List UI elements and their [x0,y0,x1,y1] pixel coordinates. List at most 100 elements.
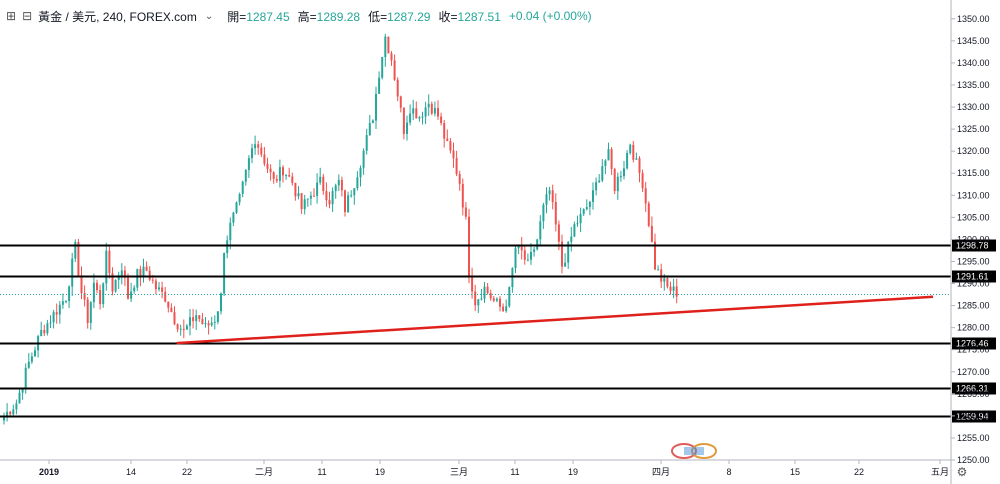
trendline[interactable] [176,295,934,345]
symbol-title[interactable]: 黃金 / 美元, 240, FOREX.com [38,9,197,24]
candle [598,174,601,183]
candle [30,352,33,364]
level-label-bg [952,410,996,423]
candle-body [303,199,306,210]
candle [71,252,74,296]
time-axis[interactable]: 2019 14 22 二月 11 19 三月 11 19 四月 8 15 22 五月 [39,460,949,477]
candle-body [114,279,117,292]
x-tick-label: 11 [317,467,326,477]
candle-body [520,245,523,251]
candle-body [356,177,359,189]
candle [306,198,309,207]
y-tick-label: 1305.00 [957,212,990,222]
x-tick-label: 19 [375,467,385,477]
candle [601,159,604,183]
candle-body [567,241,570,263]
candle [474,284,477,312]
low-value: 1287.29 [387,9,431,24]
y-tick-label: 1295.00 [957,256,990,266]
candle [319,167,322,185]
candle [387,36,390,54]
horizontal-levels[interactable]: 1298.78 1291.61 1276.46 1266.31 1259.94 [0,239,996,423]
candle [142,258,145,283]
candle-body [49,322,52,324]
candle [483,282,486,303]
candle [471,267,474,299]
candle-body [189,317,191,326]
level-label: 1259.94 [956,412,989,422]
candle-body [185,325,188,330]
symbol-legend: ⊞ ⊟ 黃金 / 美元, 240, FOREX.com ⌄ 開=1287.45 … [6,6,592,26]
candle-body [650,225,653,242]
candle-body [545,194,548,205]
candle [523,246,526,265]
candle-body [198,315,201,319]
chevron-down-icon[interactable]: ⌄ [204,10,214,22]
candle [421,111,424,125]
candle-body [154,280,157,290]
candle [418,115,421,122]
candle [313,188,315,197]
candle [570,226,573,252]
candle [114,279,117,293]
candle-body [105,250,108,284]
level-label: 1298.78 [956,241,989,251]
expand-icon[interactable]: ⊞ [6,9,17,23]
candle [511,267,514,293]
candle [362,148,365,175]
candle [384,33,387,67]
candle-body [123,270,126,278]
candle-body [446,138,449,142]
candle [257,140,260,155]
candle [12,404,15,417]
candle-body [347,195,350,213]
candle [585,199,588,211]
candle-body [672,286,675,291]
candle [83,285,86,307]
candle-body [384,36,387,58]
candle-body [328,200,331,205]
candle [120,263,123,285]
candle-body [142,266,145,277]
candle [136,268,139,292]
candle [251,143,253,164]
candle [309,191,312,206]
candle [486,282,489,295]
candle-body [257,144,260,148]
candle [238,192,241,206]
candle [130,282,133,303]
candle-body [607,149,610,161]
low-label: 低 [368,9,381,24]
candle [542,202,545,229]
candle-body [9,411,12,415]
candle [412,99,415,121]
candle [480,288,483,301]
candle-body [619,176,622,178]
price-axis[interactable]: 1250.00 1255.00 1260.00 1265.00 1270.00 1275.… [951,14,990,465]
candle-body [477,299,480,306]
candle-body [139,269,142,277]
candle-body [623,168,625,177]
candle [195,309,198,331]
gear-icon[interactable]: ⚙ [956,465,968,479]
candle-body [220,293,222,312]
candle [111,267,114,296]
candle-body [393,60,396,80]
x-tick-label: 四月 [652,467,670,477]
candle [241,180,244,198]
candle [322,173,325,195]
candle-body [309,195,312,199]
candle-body [551,190,554,203]
candle-body [440,116,443,124]
candle-body [533,249,536,252]
candle-body [86,299,89,323]
candle [650,216,653,243]
candle [291,172,294,186]
candle-body [548,190,551,195]
candle [198,315,201,322]
candle [210,316,213,327]
candle [207,320,210,335]
candle-body [353,188,356,196]
collapse-icon[interactable]: ⊟ [22,9,33,23]
